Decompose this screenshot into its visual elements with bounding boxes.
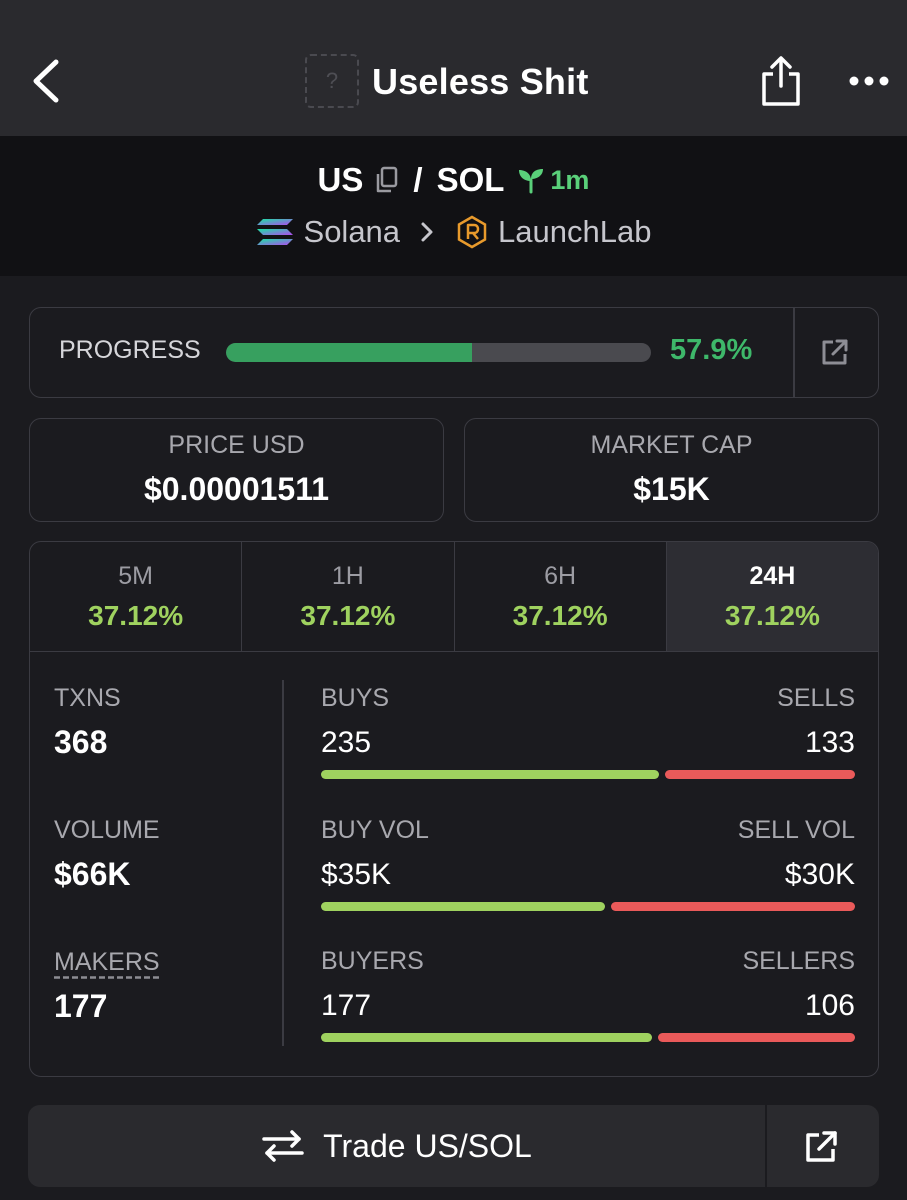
external-link-icon — [806, 1131, 837, 1162]
divider — [765, 1105, 767, 1187]
buy-vol-value: $35K — [321, 858, 392, 891]
trade-button-label: Trade US/SOL — [323, 1127, 532, 1164]
share-button[interactable] — [758, 54, 804, 108]
txns-value: 368 — [54, 724, 108, 760]
sellers-label: SELLERS — [742, 947, 855, 975]
tab-24h[interactable]: 24H 37.12% — [666, 542, 878, 651]
buy-vol-bar — [321, 902, 605, 911]
price-usd-card: PRICE USD $0.00001511 — [29, 418, 444, 522]
progress-label: PROGRESS — [59, 336, 201, 364]
txns-label: TXNS — [54, 684, 121, 712]
tab-1h[interactable]: 1H 37.12% — [242, 542, 455, 651]
buys-value: 235 — [321, 726, 372, 759]
makers-value: 177 — [54, 988, 108, 1024]
base-symbol: US — [317, 161, 364, 198]
progress-bar-fill — [226, 343, 473, 362]
pair-age-text: 1m — [550, 164, 590, 195]
market-cap-value: $15K — [633, 471, 710, 507]
chain-name[interactable]: Solana — [303, 214, 401, 249]
tab-change: 37.12% — [300, 600, 396, 631]
share-icon — [762, 56, 800, 106]
buys-bar — [321, 770, 659, 779]
buyers-bar — [321, 1033, 652, 1042]
more-options-button[interactable] — [847, 66, 891, 96]
tab-label: 5M — [118, 562, 153, 590]
buys-sells-row: BUYS SELLS 235 133 — [321, 684, 855, 784]
trade-bar: Trade US/SOL — [28, 1105, 879, 1187]
volume-label: VOLUME — [54, 816, 160, 844]
progress-external-link-button[interactable] — [819, 336, 851, 368]
pair-info-bar: US / SOL 1m Sola — [0, 136, 907, 276]
tab-label: 1H — [331, 562, 364, 590]
token-title: Useless Shit — [372, 61, 589, 102]
sells-value: 133 — [804, 726, 855, 759]
sellers-bar — [658, 1033, 855, 1042]
top-bar: ? Useless Shit — [0, 0, 907, 136]
market-cap-label: MARKET CAP — [590, 431, 753, 459]
volume-value: $66K — [54, 856, 131, 892]
tab-label: 6H — [544, 562, 577, 590]
column-divider — [282, 680, 284, 1046]
buy-vol-label: BUY VOL — [321, 816, 429, 844]
pair-separator: / — [413, 161, 423, 198]
progress-bar — [226, 343, 651, 362]
sellers-value: 106 — [804, 989, 855, 1022]
more-icon — [849, 76, 889, 86]
sells-bar — [665, 770, 855, 779]
tab-label: 24H — [749, 562, 796, 590]
sell-vol-bar — [611, 902, 855, 911]
market-cap-card: MARKET CAP $15K — [464, 418, 879, 522]
buyers-label: BUYERS — [321, 947, 424, 975]
divider — [793, 308, 795, 397]
totals-column: TXNS 368 VOLUME $66K MAKERS 177 — [30, 652, 283, 1072]
copy-icon[interactable] — [373, 166, 399, 194]
tab-change: 37.12% — [724, 600, 820, 631]
external-link-icon — [822, 339, 848, 365]
sell-vol-label: SELL VOL — [737, 816, 855, 844]
token-logo-placeholder: ? — [305, 54, 359, 108]
period-stats-card: 5M 37.12% 1H 37.12% 6H 37.12% 24H 37.12%… — [29, 541, 879, 1077]
progress-percentage: 57.9% — [670, 334, 753, 366]
trade-external-link-button[interactable] — [803, 1129, 839, 1165]
makers-split-row: BUYERS SELLERS 177 106 — [321, 947, 855, 1047]
sell-vol-value: $30K — [784, 858, 855, 891]
pair-row: US / SOL 1m — [0, 160, 907, 200]
pair-age: 1m — [516, 165, 589, 196]
solana-icon[interactable] — [256, 217, 294, 247]
buys-label: BUYS — [321, 684, 390, 712]
price-usd-value: $0.00001511 — [143, 471, 330, 507]
tab-6h[interactable]: 6H 37.12% — [455, 542, 667, 651]
quote-symbol: SOL — [436, 161, 505, 198]
volume-split-row: BUY VOL SELL VOL $35K $30K — [321, 816, 855, 916]
progress-card: PROGRESS 57.9% — [29, 307, 879, 398]
chain-breadcrumb: Solana LaunchLab — [0, 210, 907, 254]
price-usd-label: PRICE USD — [168, 431, 305, 459]
dex-name[interactable]: LaunchLab — [498, 214, 652, 249]
trade-button[interactable]: Trade US/SOL — [28, 1105, 765, 1187]
tab-5m[interactable]: 5M 37.12% — [30, 542, 243, 651]
back-button[interactable] — [28, 58, 68, 104]
chevron-left-icon — [33, 59, 59, 103]
sells-label: SELLS — [777, 684, 855, 712]
makers-label[interactable]: MAKERS — [54, 948, 160, 976]
tab-change: 37.12% — [88, 600, 184, 631]
swap-icon — [262, 1130, 304, 1162]
period-tabs: 5M 37.12% 1H 37.12% 6H 37.12% 24H 37.12% — [30, 542, 878, 652]
buyers-value: 177 — [321, 989, 372, 1022]
chevron-right-icon — [421, 222, 433, 242]
launchlab-icon[interactable] — [456, 215, 488, 249]
tab-change: 37.12% — [512, 600, 608, 631]
seedling-icon — [519, 169, 544, 194]
